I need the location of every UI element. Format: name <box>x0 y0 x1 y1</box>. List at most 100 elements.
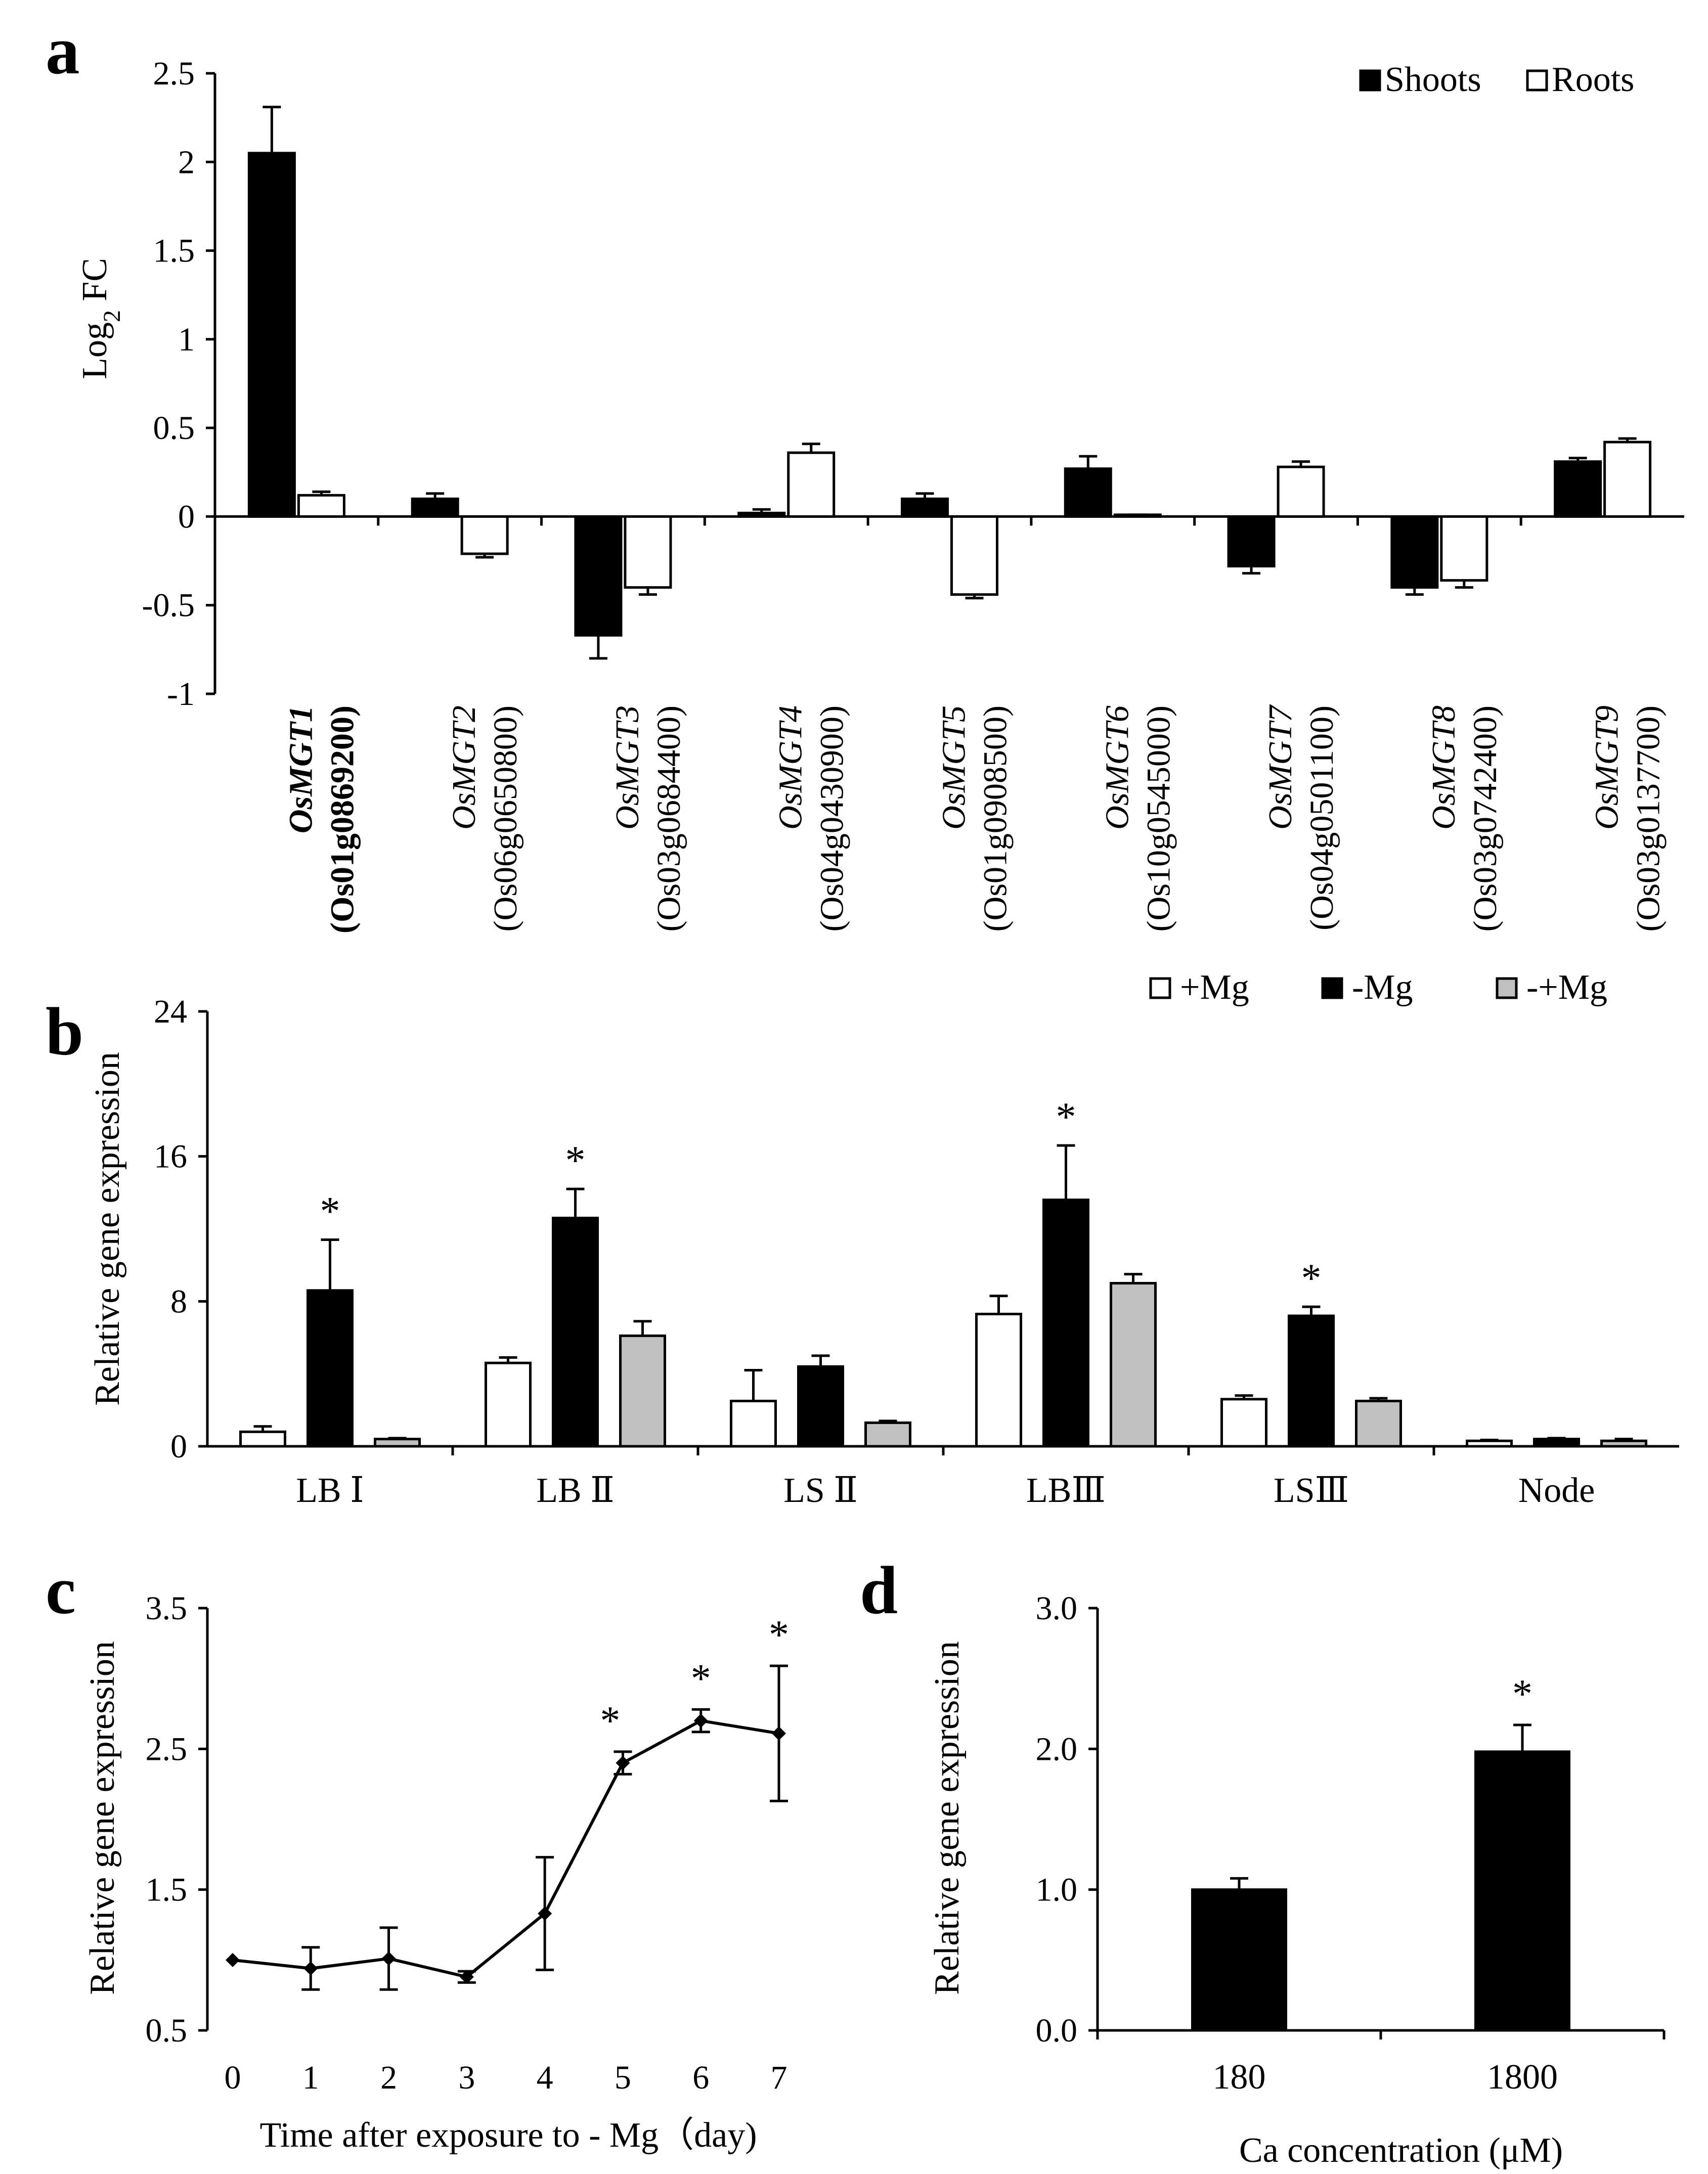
panel-c-data-point <box>616 1756 630 1770</box>
panel-b: b Relative gene expression 24 16 8 0 LB Ⅰ LB … <box>46 968 1679 1510</box>
panel-d-y-tick-label: 0.0 <box>1036 2012 1078 2049</box>
panel-b-legend-swatch <box>1149 977 1171 999</box>
panel-c-x-tick-label: 1 <box>302 2059 319 2096</box>
panel-a-bar-roots <box>1603 440 1652 518</box>
panel-a-bar-shoots <box>737 511 786 518</box>
panel-d-category-label: 1800 <box>1487 2058 1558 2097</box>
panel-a-gene-id: (Os03g0684400) <box>650 705 687 931</box>
panel-a-label: a <box>46 13 80 88</box>
panel-b-legend-swatch <box>1321 977 1343 999</box>
panel-b-bar-minusplusmg <box>864 1421 911 1448</box>
panel-b-y-tick-label: 8 <box>170 1283 187 1320</box>
panel-c-x-tick-label: 5 <box>615 2059 631 2096</box>
panel-a-category-label: OsMGT6 (Os10g0545000) <box>1099 705 1177 931</box>
panel-b-legend-swatch <box>1496 977 1518 999</box>
panel-c-axes: 3.5 2.5 1.5 0.5 0 1 2 3 4 5 6 7 <box>146 1590 787 2096</box>
panel-a-bar-roots <box>297 494 345 518</box>
panel-a-gene-name: OsMGT5 <box>936 705 973 830</box>
panel-a-legend-label-roots: Roots <box>1552 60 1634 99</box>
panel-b-legend-label: +Mg <box>1180 968 1249 1007</box>
panel-a-gene-id: (Os03g0137700) <box>1630 705 1667 931</box>
panel-a: a Log2 FC 2.521.510.50-0.5-1 OsMGT1 (Os01… <box>46 13 1684 934</box>
panel-b-bar-plusmg <box>730 1399 777 1448</box>
panel-a-category-label: OsMGT5 (Os01g0908500) <box>936 705 1014 931</box>
panel-a-y-axis-label: Log2 FC <box>75 258 125 379</box>
panel-a-y-tick-label: 0.5 <box>153 410 195 447</box>
panel-a-legend-swatch-shoots <box>1359 69 1381 92</box>
panel-a-category-label: OsMGT2 (Os06g0650800) <box>446 705 524 931</box>
panel-a-category-label: OsMGT8 (Os03g0742400) <box>1425 705 1504 931</box>
panel-c-x-axis-label: Time after exposure to - Mg（day) <box>259 2116 757 2155</box>
panel-a-axes: 2.5 2 1.5 1 0.5 0 -0.5 -1 <box>142 55 1684 713</box>
panel-a-bar-shoots <box>411 497 459 518</box>
panel-a-category-labels: OsMGT1 (Os01g0869200) OsMGT2 (Os06g0650800)… <box>282 704 1667 934</box>
panel-d-y-tick-label: 3.0 <box>1036 1590 1078 1627</box>
panel-a-bar-roots <box>1277 465 1325 518</box>
panel-a-category-label: OsMGT7 (Os04g0501100) <box>1262 704 1340 930</box>
panel-a-gene-name: OsMGT9 <box>1589 705 1626 830</box>
panel-b-category-label: Node <box>1518 1471 1595 1510</box>
panel-d-y-tick-label: 2.0 <box>1036 1731 1078 1767</box>
panel-a-gene-id: (Os04g0501100) <box>1303 705 1340 930</box>
panel-a-category-label: OsMGT9 (Os03g0137700) <box>1589 705 1667 931</box>
panel-b-bar-plusmg <box>1466 1439 1513 1448</box>
panel-b-y-tick-label: 16 <box>154 1138 187 1175</box>
panel-d-label: d <box>860 1553 898 1628</box>
panel-b-category-label: LB Ⅱ <box>536 1471 615 1510</box>
panel-a-category-label: OsMGT1 (Os01g0869200) <box>282 705 361 934</box>
panel-b-bars: * * * * <box>239 1095 1647 1448</box>
panel-a-y-tick-label: -0.5 <box>142 587 195 624</box>
panel-c-label: c <box>46 1553 76 1628</box>
panel-a-bar-roots <box>1440 515 1488 582</box>
panel-c-significance-marker: * <box>691 1656 711 1701</box>
panel-a-y-tick-label: -1 <box>167 676 195 713</box>
panel-b-significance-marker: * <box>320 1189 340 1234</box>
panel-c-data-point <box>381 1951 396 1966</box>
panel-b-bar-plusmg <box>485 1361 532 1448</box>
panel-a-legend-swatch-roots <box>1526 69 1548 92</box>
panel-b-bar-minusplusmg <box>1355 1399 1402 1448</box>
panel-b-bar-plusmg <box>975 1312 1022 1448</box>
panel-b-y-tick-label: 0 <box>170 1428 187 1465</box>
panel-a-bar-roots <box>787 451 836 518</box>
panel-d-y-axis-label: Relative gene expression <box>928 1641 967 1995</box>
panel-a-bar-shoots <box>901 497 949 518</box>
panel-a-gene-id: (Os03g0742400) <box>1467 705 1504 931</box>
panel-b-bar-minusmg <box>1042 1199 1089 1448</box>
panel-c-x-tick-label: 2 <box>380 2059 397 2096</box>
panel-a-y-tick-label: 0 <box>178 498 195 535</box>
panel-b-y-axis-label: Relative gene expression <box>88 1052 127 1406</box>
panel-c-y-tick-label: 1.5 <box>146 1872 188 1909</box>
panel-a-gene-id: (Os04g0430900) <box>814 705 851 931</box>
panel-b-bar-minusmg <box>552 1217 599 1448</box>
panel-c-data-point <box>226 1953 240 1967</box>
panel-b-bar-minusplusmg <box>374 1438 421 1448</box>
panel-b-significance-marker: * <box>1301 1256 1322 1301</box>
panel-c-line-plot: * * * <box>226 1613 789 1991</box>
panel-d-y-tick-label: 1.0 <box>1036 1872 1078 1909</box>
panel-c-x-tick-label: 4 <box>537 2059 553 2096</box>
panel-b-category-label: LSⅢ <box>1274 1471 1349 1510</box>
panel-b-bar-minusplusmg <box>1600 1439 1647 1448</box>
panel-a-gene-id: (Os01g0869200) <box>324 705 361 934</box>
panel-c-x-tick-label: 0 <box>225 2059 241 2096</box>
panel-b-bar-minusplusmg <box>1110 1282 1157 1448</box>
panel-b-bar-minusmg <box>306 1289 354 1448</box>
panel-a-legend-label-shoots: Shoots <box>1385 60 1481 99</box>
panel-b-bar-minusplusmg <box>619 1334 666 1448</box>
panel-b-bar-plusmg <box>239 1430 286 1448</box>
panel-c-significance-marker: * <box>600 1699 620 1743</box>
panel-c: c Relative gene expression Time after ex… <box>46 1553 789 2155</box>
panel-a-y-tick-label: 2.5 <box>153 55 195 92</box>
panel-c-data-point <box>538 1906 552 1921</box>
panel-c-significance-marker: * <box>769 1613 789 1657</box>
panel-c-y-tick-label: 0.5 <box>146 2012 188 2049</box>
panel-a-bar-roots <box>624 515 672 589</box>
panel-a-bar-shoots <box>1554 460 1602 518</box>
panel-c-data-point <box>772 1726 786 1741</box>
panel-d-bar <box>1474 1750 1570 2032</box>
panel-b-significance-marker: * <box>1056 1095 1076 1139</box>
panel-d-bar <box>1191 1888 1287 2032</box>
panel-b-category-label: LB Ⅰ <box>296 1471 364 1510</box>
